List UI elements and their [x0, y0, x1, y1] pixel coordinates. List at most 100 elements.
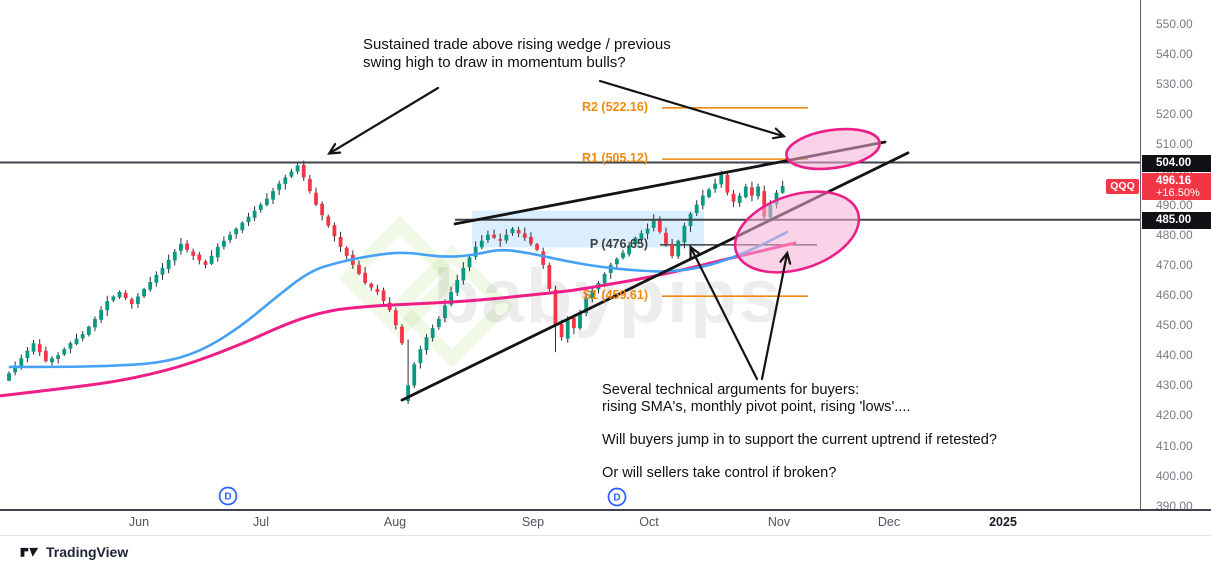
candle-body [344, 247, 349, 256]
candle-body [357, 264, 361, 274]
dividend-marker-circle[interactable] [218, 486, 238, 506]
candle-body [443, 305, 447, 319]
candle-body [80, 334, 85, 339]
candle-body [400, 326, 404, 344]
candle-body [74, 338, 79, 345]
candle-body [148, 281, 153, 290]
candle-body [498, 239, 503, 241]
candle-body [154, 274, 159, 283]
annotation-arrow-4[interactable] [760, 254, 787, 381]
candle-body [246, 216, 251, 223]
last-price-change: +16.50% [1156, 187, 1200, 200]
candle-body [780, 186, 785, 193]
candle-body [639, 233, 644, 240]
dividend-marker-circle[interactable] [607, 487, 627, 507]
candle-body [258, 204, 263, 210]
x-axis-label: Jul [253, 515, 269, 529]
y-axis-tick-label: 450.00 [1156, 318, 1193, 333]
annotation-arrow-1[interactable] [330, 86, 440, 153]
candle-body [363, 272, 368, 283]
candle-body [136, 296, 140, 304]
candle-body [750, 187, 754, 196]
candle-body [522, 233, 527, 238]
candle-body [479, 240, 484, 248]
candle-body [320, 203, 325, 216]
candle-body [516, 230, 521, 234]
candle-body [56, 355, 61, 359]
candle-body [504, 234, 509, 241]
sma-fast-line [8, 230, 789, 369]
pivot-label-p: P (476.65) [589, 236, 648, 251]
candle-body [117, 291, 122, 298]
candle-body [473, 246, 478, 257]
last-price-value: 496.16 [1156, 174, 1192, 187]
candle-body [529, 236, 533, 244]
candle-body [412, 364, 417, 386]
candles-group [7, 160, 785, 404]
time-axis-separator [0, 509, 1211, 511]
candle-body [664, 232, 668, 244]
candle-body [222, 240, 226, 247]
candle-body [240, 222, 245, 231]
candle-body [381, 290, 386, 302]
candle-body [731, 193, 736, 202]
candle-body [430, 328, 435, 338]
chart-canvas[interactable]: babypips D D [0, 0, 1141, 510]
candle-body [215, 246, 220, 258]
dividend-marker-letter: D [613, 493, 620, 504]
candle-body [657, 220, 662, 232]
time-axis[interactable]: Jun Jul Aug Sep Oct Nov Dec 2025 [0, 511, 1211, 535]
price-axis[interactable]: 550.00540.00530.00520.00510.00500.00490.… [1141, 0, 1211, 513]
candle-body [99, 310, 103, 320]
candle-body [621, 252, 625, 258]
tradingview-logo[interactable]: TradingView [20, 544, 128, 560]
annotation-arrow-2[interactable] [598, 79, 783, 136]
candle-body [461, 267, 466, 281]
candle-body [774, 192, 779, 205]
pivot-label-r2: R2 (522.16) [581, 99, 648, 114]
footer-bar: TradingView [0, 536, 1211, 572]
x-axis-label: Jun [128, 515, 150, 529]
candle-body [166, 259, 171, 270]
candle-body [455, 279, 460, 293]
candle-body [93, 319, 97, 328]
candle-body [565, 319, 570, 339]
candle-body [31, 343, 36, 352]
x-axis-label: Oct [639, 515, 659, 529]
candle-body [105, 301, 110, 311]
annotation-bottom-text[interactable]: Several technical arguments for buyers: … [602, 382, 998, 481]
candle-body [590, 290, 595, 299]
candle-body [584, 298, 589, 314]
candle-body [111, 296, 116, 301]
price-line-badge-504: 504.00 [1142, 154, 1211, 172]
candle-body [627, 245, 632, 255]
candle-body [19, 358, 24, 367]
highlight-ellipse-2[interactable] [725, 177, 870, 287]
price-line-badge-485: 485.00 [1142, 211, 1211, 229]
candle-body [50, 358, 54, 363]
candle-body [86, 326, 91, 335]
watermark-logo-shape [390, 244, 514, 368]
candle-body [185, 243, 189, 250]
candle-body [307, 178, 312, 192]
y-axis-tick-label: 480.00 [1156, 227, 1193, 242]
annotation-arrow-3[interactable] [691, 248, 759, 381]
candle-body [406, 385, 410, 401]
candle-body [179, 243, 183, 251]
y-axis-tick-label: 430.00 [1156, 378, 1193, 393]
tradingview-mark-icon [20, 547, 39, 557]
candle-body [172, 251, 177, 261]
y-axis-tick-label: 510.00 [1156, 137, 1193, 152]
x-axis-label: Dec [877, 515, 901, 529]
candle-body [676, 240, 681, 257]
annotation-top-text[interactable]: Sustained trade above rising wedge / pre… [363, 36, 671, 71]
candle-body [535, 244, 539, 250]
y-axis-tick-label: 400.00 [1156, 468, 1193, 483]
y-axis-tick-label: 520.00 [1156, 107, 1193, 122]
candle-body [602, 273, 607, 284]
candle-body [424, 337, 429, 351]
candle-body [375, 288, 380, 292]
highlight-ellipse-1[interactable] [784, 124, 882, 175]
